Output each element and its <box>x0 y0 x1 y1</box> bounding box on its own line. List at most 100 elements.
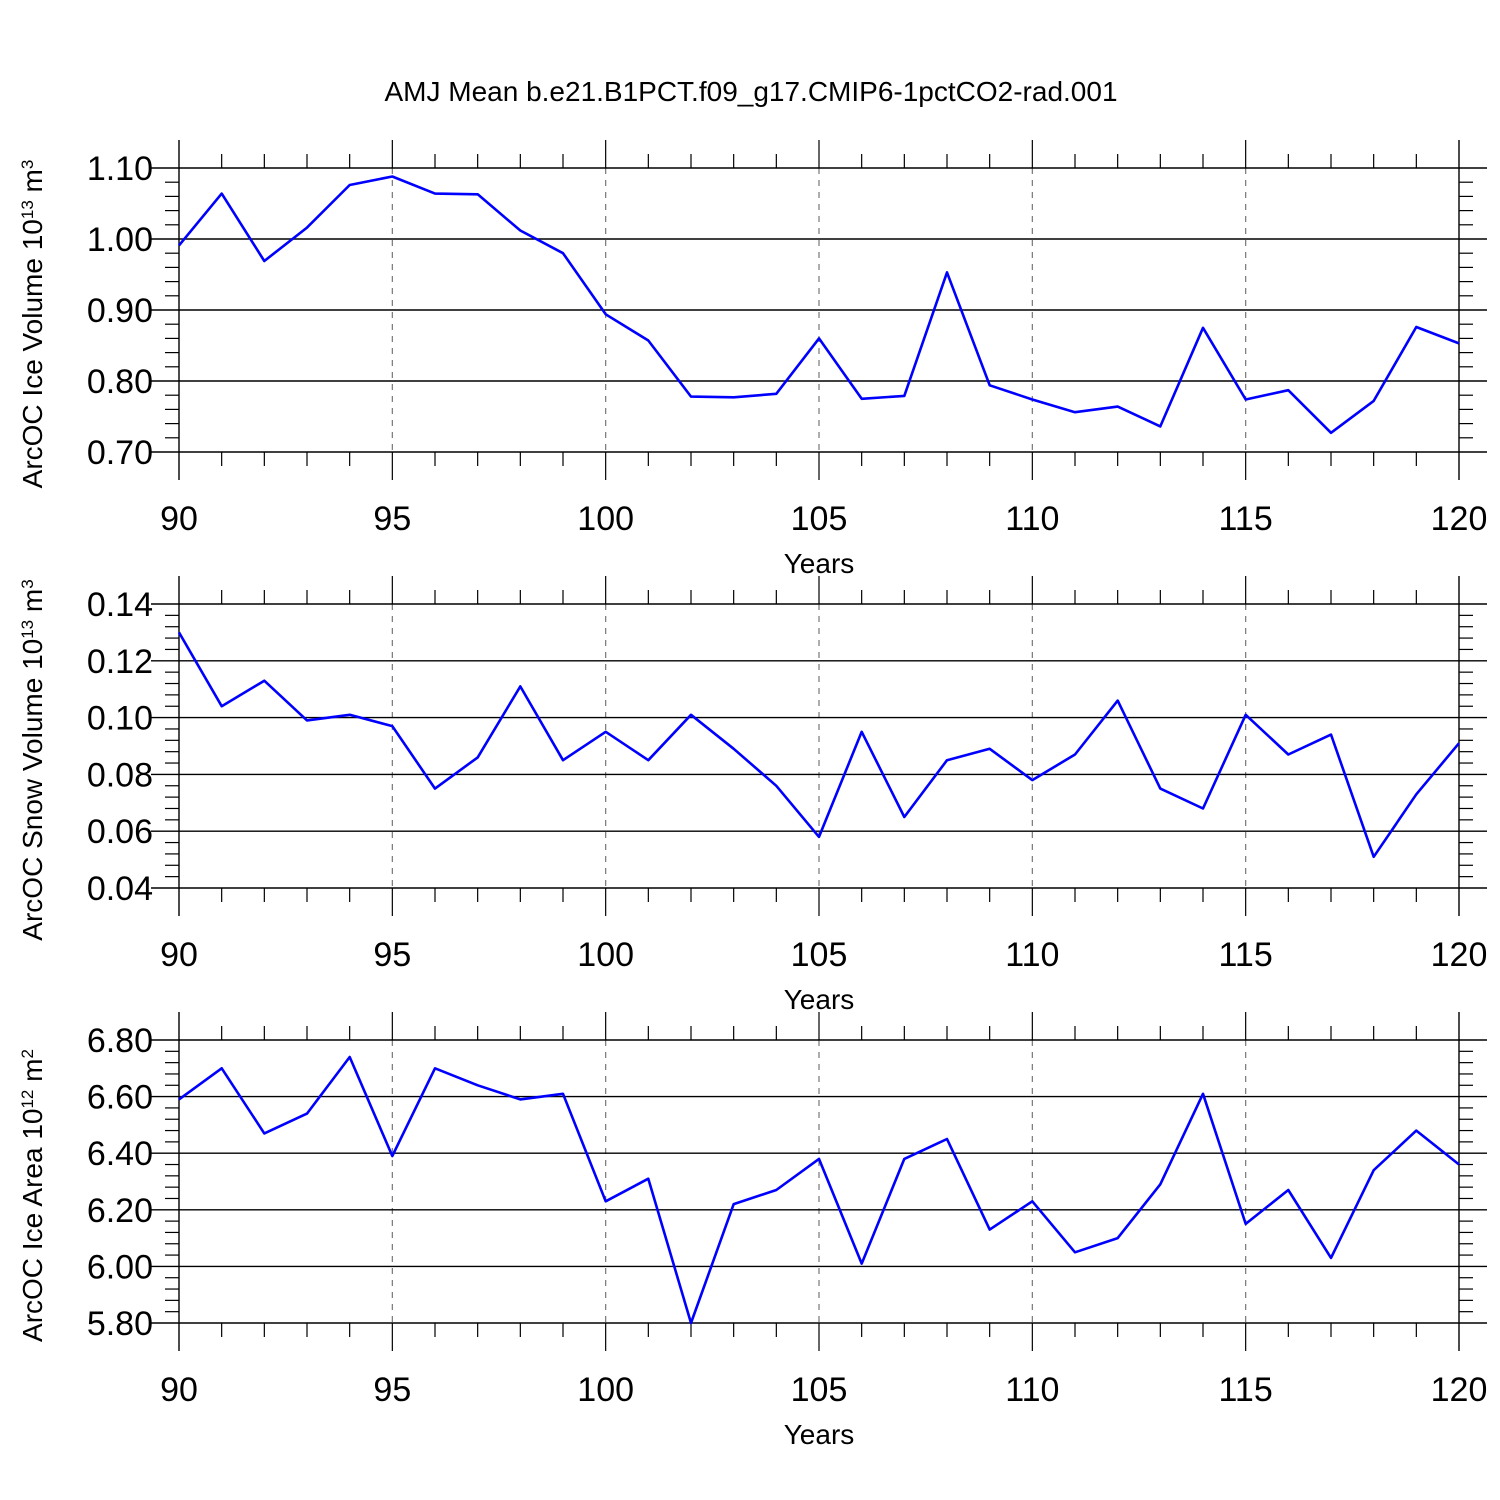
data-point <box>902 815 906 819</box>
x-tick-label: 120 <box>1431 936 1488 974</box>
data-point <box>689 395 693 399</box>
y-tick-label: 0.10 <box>87 700 153 738</box>
x-tick-label: 115 <box>1219 1371 1273 1409</box>
data-point <box>902 394 906 398</box>
data-point <box>220 192 224 196</box>
data-point <box>1158 787 1162 791</box>
data-point <box>262 679 266 683</box>
data-point <box>561 1092 565 1096</box>
data-point <box>177 630 181 634</box>
data-point <box>1116 405 1120 409</box>
y-tick-label: 6.20 <box>87 1192 153 1230</box>
data-point <box>1329 1256 1333 1260</box>
data-point <box>1372 1168 1376 1172</box>
data-point <box>732 395 736 399</box>
x-axis-title: Years <box>784 1419 855 1450</box>
series-line <box>177 631 1460 859</box>
data-point <box>1073 753 1077 757</box>
chart-title: AMJ Mean b.e21.B1PCT.f09_g17.CMIP6-1pctC… <box>384 76 1117 107</box>
data-point <box>305 1112 309 1116</box>
data-point <box>604 730 608 734</box>
y-tick-label: 0.14 <box>87 586 153 624</box>
x-axis-title: Years <box>784 984 855 1015</box>
data-point <box>220 704 224 708</box>
data-point <box>1244 713 1248 717</box>
y-axis-title-unit: m <box>17 169 48 200</box>
data-point <box>902 1157 906 1161</box>
y-axis-title: ArcOC Snow Volume 1013 m3 <box>17 579 48 940</box>
chart-panel-3: 5.80 6.00 6.20 6.40 6.60 6.80 90 95 100 105 110 115… <box>17 1012 1487 1450</box>
data-point <box>1201 1092 1205 1096</box>
y-tick-label: 0.70 <box>87 434 153 472</box>
data-point <box>476 192 480 196</box>
chart-panel-1: 0.70 0.80 0.90 1.00 1.10 90 95 100 105 110 115 120 Y… <box>17 140 1487 579</box>
series-line <box>177 175 1460 435</box>
data-point <box>518 684 522 688</box>
data-point <box>1073 410 1077 414</box>
data-point <box>945 758 949 762</box>
data-point <box>646 758 650 762</box>
x-tick-label: 90 <box>160 1371 198 1409</box>
data-point <box>1286 1188 1290 1192</box>
data-point <box>390 175 394 179</box>
x-tick-label: 105 <box>791 936 848 974</box>
data-point <box>945 1137 949 1141</box>
y-tick-label: 5.80 <box>87 1305 153 1343</box>
chart-panels: 0.70 0.80 0.90 1.00 1.10 90 95 100 105 110 115 120 Y… <box>17 140 1487 1450</box>
data-point <box>518 228 522 232</box>
data-point <box>1329 431 1333 435</box>
data-point <box>1457 341 1461 345</box>
data-point <box>604 1199 608 1203</box>
data-point <box>305 718 309 722</box>
data-point <box>817 835 821 839</box>
data-point <box>689 1321 693 1325</box>
data-point <box>348 1055 352 1059</box>
y-tick-label: 6.60 <box>87 1079 153 1117</box>
data-point <box>1158 424 1162 428</box>
data-point <box>1116 699 1120 703</box>
y-axis-title-unit: m <box>17 1059 48 1090</box>
x-tick-label: 120 <box>1431 500 1488 538</box>
data-point <box>1030 397 1034 401</box>
data-point <box>561 251 565 255</box>
data-point <box>1414 325 1418 329</box>
data-point <box>1201 806 1205 810</box>
y-tick-label: 6.80 <box>87 1022 153 1060</box>
data-point <box>1457 741 1461 745</box>
data-point <box>390 1154 394 1158</box>
y-axis-title-text: ArcOC Ice Volume 10 <box>17 219 48 488</box>
data-point <box>262 1131 266 1135</box>
y-axis-title-unit-exponent: 3 <box>18 160 37 169</box>
y-axis-title-text: ArcOC Ice Area 10 <box>17 1109 48 1342</box>
y-tick-label: 6.00 <box>87 1248 153 1286</box>
x-axis-title: Years <box>784 548 855 579</box>
x-tick-label: 100 <box>577 936 634 974</box>
y-tick-label: 0.12 <box>87 643 153 681</box>
y-axis-title: ArcOC Ice Area 1012 m2 <box>17 1049 48 1342</box>
y-tick-label: 0.04 <box>87 870 153 908</box>
data-point <box>1030 1199 1034 1203</box>
data-point <box>262 259 266 263</box>
y-axis-title-unit: m <box>17 589 48 620</box>
data-point <box>860 1262 864 1266</box>
data-point <box>988 747 992 751</box>
data-point <box>1244 1222 1248 1226</box>
data-point <box>348 183 352 187</box>
data-point <box>177 1097 181 1101</box>
x-tick-label: 100 <box>577 500 634 538</box>
y-axis-title-text: ArcOC Snow Volume 10 <box>17 639 48 941</box>
data-point <box>561 758 565 762</box>
x-tick-label: 120 <box>1431 1371 1488 1409</box>
x-tick-label: 100 <box>577 1371 634 1409</box>
data-point <box>1372 855 1376 859</box>
x-tick-label: 115 <box>1219 936 1273 974</box>
y-axis-title-exponent: 12 <box>18 1090 37 1109</box>
y-tick-label: 1.10 <box>87 150 153 188</box>
data-point <box>860 397 864 401</box>
y-tick-label: 0.90 <box>87 292 153 330</box>
data-point <box>1329 733 1333 737</box>
x-tick-label: 110 <box>1005 1371 1059 1409</box>
data-point <box>476 1083 480 1087</box>
data-point <box>476 755 480 759</box>
